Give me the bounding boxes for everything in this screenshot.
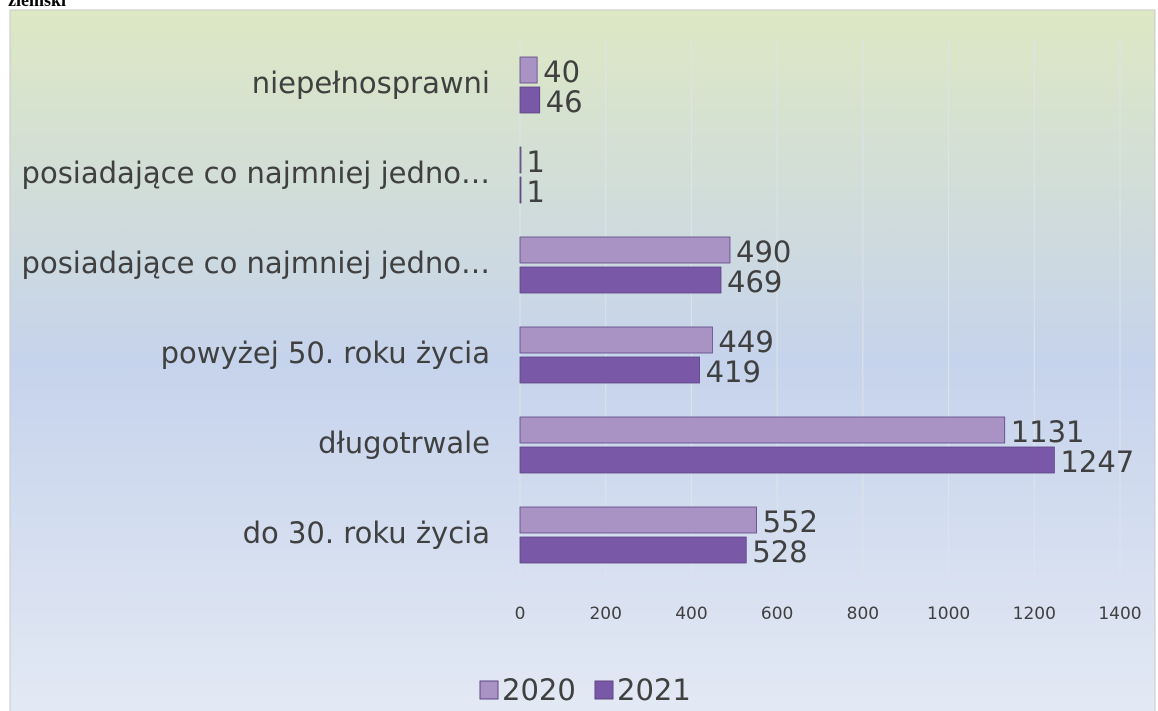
data-label: 552 <box>763 505 818 539</box>
legend-label: 2020 <box>502 673 576 707</box>
data-label: 528 <box>752 535 807 569</box>
y-tick-label: posiadające co najmniej jedno… <box>22 156 490 190</box>
bar <box>519 356 700 384</box>
x-tick-label: 0 <box>515 604 526 624</box>
data-label: 490 <box>736 235 791 269</box>
bar <box>519 146 522 174</box>
bar <box>519 86 541 114</box>
data-label: 46 <box>546 85 583 119</box>
legend-swatch <box>479 680 499 700</box>
bar <box>519 536 747 564</box>
y-tick-label: posiadające co najmniej jedno… <box>22 246 490 280</box>
bar <box>519 176 522 204</box>
x-tick-label: 400 <box>675 604 707 624</box>
x-tick-label: 1000 <box>927 604 970 624</box>
bar <box>519 416 1006 444</box>
data-label: 40 <box>543 55 580 89</box>
data-label: 449 <box>718 325 773 359</box>
data-label: 1 <box>526 145 544 179</box>
data-label: 419 <box>706 355 761 389</box>
y-tick-label: długotrwale <box>318 426 490 460</box>
bar <box>519 266 722 294</box>
x-tick-label: 600 <box>761 604 793 624</box>
y-tick-label: niepełnosprawni <box>252 66 490 100</box>
header: ziemski <box>8 0 66 10</box>
bar <box>519 56 538 84</box>
bar <box>519 446 1055 474</box>
data-label: 1131 <box>1011 415 1085 449</box>
bar <box>519 236 731 264</box>
y-tick-label: powyżej 50. roku życia <box>161 336 490 370</box>
data-label: 1247 <box>1060 445 1134 479</box>
y-tick-label: do 30. roku życia <box>243 516 490 550</box>
bar <box>519 326 713 354</box>
bar <box>519 506 757 534</box>
x-tick-label: 1400 <box>1098 604 1141 624</box>
x-tick-label: 800 <box>847 604 879 624</box>
x-tick-label: 200 <box>589 604 621 624</box>
legend-swatch <box>594 680 614 700</box>
data-label: 1 <box>526 175 544 209</box>
legend-label: 2021 <box>617 673 691 707</box>
data-label: 469 <box>727 265 782 299</box>
x-tick-label: 1200 <box>1013 604 1056 624</box>
